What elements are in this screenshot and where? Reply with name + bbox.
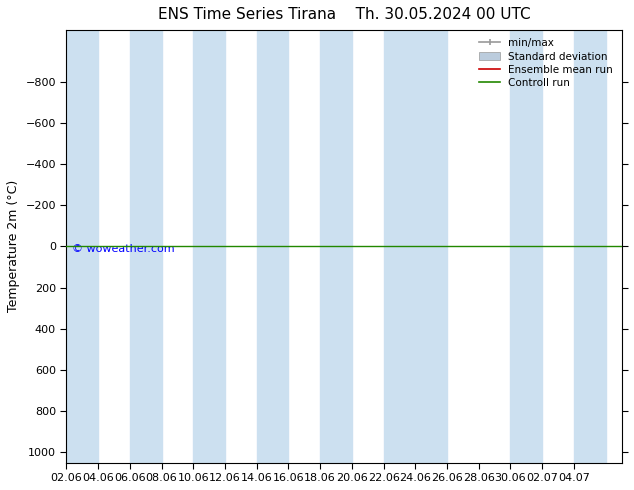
Bar [415, 30, 447, 463]
Bar [130, 30, 162, 463]
Bar [384, 30, 415, 463]
Bar [510, 30, 542, 463]
Text: © woweather.com: © woweather.com [72, 244, 174, 254]
Bar [320, 30, 352, 463]
Bar [257, 30, 288, 463]
Legend: min/max, Standard deviation, Ensemble mean run, Controll run: min/max, Standard deviation, Ensemble me… [476, 35, 616, 91]
Bar [574, 30, 605, 463]
Y-axis label: Temperature 2m (°C): Temperature 2m (°C) [7, 180, 20, 313]
Title: ENS Time Series Tirana    Th. 30.05.2024 00 UTC: ENS Time Series Tirana Th. 30.05.2024 00… [158, 7, 530, 22]
Bar [193, 30, 225, 463]
Bar [67, 30, 98, 463]
